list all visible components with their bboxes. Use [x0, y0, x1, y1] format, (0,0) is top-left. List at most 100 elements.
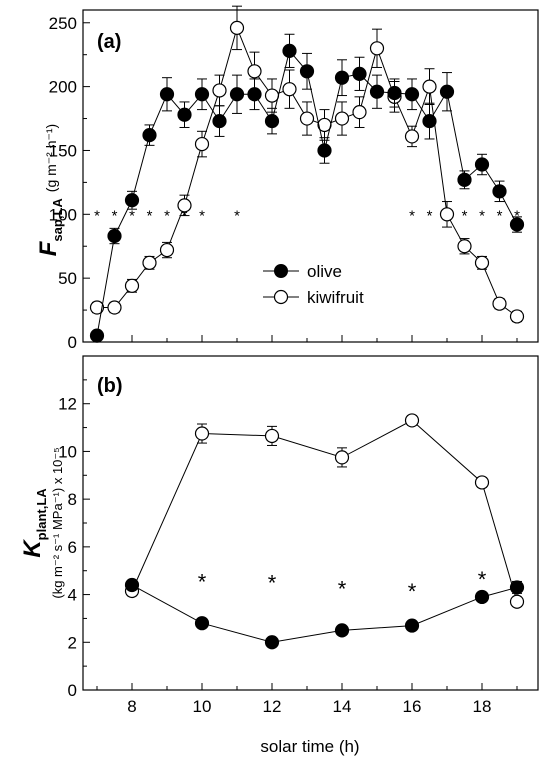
panel-b-significance-star: * [408, 579, 417, 604]
panel-a-olive-point [352, 66, 367, 81]
panel-a-olive-point [422, 113, 437, 129]
panel-b-kiwifruit-point [474, 475, 490, 490]
panel-a-kiwifruit-point [474, 255, 490, 270]
panel-b-olive-point [404, 618, 420, 633]
panel-b-ylabel: Kplant,LA [19, 488, 49, 558]
panel-b-significance-star: * [478, 567, 487, 592]
panel-a-ytick-label: 150 [49, 141, 77, 160]
panel-b-ytick-label: 6 [68, 538, 77, 557]
panel-a-ylabel-symbol: F [35, 240, 62, 256]
panel-a-kiwifruit-point [369, 41, 385, 56]
panel-b-xtick-label: 18 [473, 697, 492, 716]
panel-a-olive-point [369, 84, 385, 99]
panel-a-olive-point [404, 87, 420, 102]
panel-a-kiwifruit-point [89, 300, 105, 315]
panel-b-xtick-label: 14 [333, 697, 352, 716]
panel-a-significance-star: * [129, 208, 135, 225]
panel-a-olive-point [457, 172, 472, 187]
panel-b-ytick-label: 4 [68, 586, 77, 605]
panel-a-significance-star: * [497, 208, 503, 225]
panel-a-axes: 0 50 100 150 200 250 [49, 14, 518, 352]
panel-a-significance-star: * [112, 208, 118, 225]
panel-a-frame [82, 9, 539, 343]
panel-a-olive-point [212, 113, 227, 129]
panel-a-kiwifruit-point [492, 296, 507, 311]
panel-a-significance-star: * [409, 208, 415, 225]
panel-a-kiwifruit-point [439, 207, 455, 222]
panel-b-ytick-label: 10 [58, 442, 77, 461]
panel-a-significance-star: * [182, 208, 188, 225]
panel-b-olive-point [124, 577, 140, 593]
panel-b-kiwifruit-point [194, 426, 210, 441]
panel-a-kiwifruit-point [142, 255, 157, 270]
panel-b-olive-point [264, 635, 280, 650]
panel-b-ytick-label: 2 [68, 633, 77, 652]
panel-a-ytick-label: 50 [58, 269, 77, 288]
panel-b-significance-star: * [198, 569, 207, 594]
legend-kiwifruit-marker [273, 289, 289, 305]
panel-a-significance-star: * [514, 208, 520, 225]
panel-b-frame [82, 355, 539, 691]
panel-b-ylabel-units: (kg m⁻² s⁻¹ MPa⁻¹) x 10⁻⁵ [50, 447, 65, 598]
panel-a-olive-point [334, 70, 350, 85]
panel-a-olive-point [264, 113, 280, 129]
panel-a-kiwifruit-point [404, 129, 420, 144]
panel-a-kiwifruit-point [177, 198, 192, 213]
panel-b-ylabel-subscript: plant,LA [34, 488, 49, 541]
panel-a-olive-point [509, 217, 525, 232]
panel-a-significance: *************** [94, 208, 520, 225]
panel-b-xtick-label: 10 [193, 697, 212, 716]
panel-a-olive-point [89, 328, 105, 343]
panel-a-kiwifruit-point [107, 300, 122, 315]
panel-a-olive-point [107, 228, 122, 244]
panel-b-ytick-label: 8 [68, 490, 77, 509]
panel-a-kiwifruit-point [159, 242, 175, 258]
panel-a-significance-star: * [199, 208, 205, 225]
panel-a-significance-star: * [479, 208, 485, 225]
panel-a-significance-star: * [94, 208, 100, 225]
panel-a-olive-point [142, 128, 157, 143]
panel-a-olive-point [124, 193, 140, 208]
panel-a-series [89, 5, 525, 343]
panel-a-olive-point [474, 157, 490, 172]
panel-b-xtick-label: 8 [127, 697, 136, 716]
panel-a-ytick-label: 100 [49, 205, 77, 224]
legend-kiwifruit-label: kiwifruit [307, 288, 364, 307]
panel-a-kiwifruit-point [194, 136, 210, 152]
panel-b-olive-line [131, 584, 518, 643]
panel-b-axes: 0 2 4 6 8 10 12 8 10 12 14 16 18 [58, 379, 518, 716]
panel-b-label: (b) [97, 375, 123, 397]
panel-a-olive-point [282, 43, 297, 58]
panel-a-olive-point [177, 107, 192, 122]
panel-a-kiwifruit-point [509, 309, 525, 324]
panel-b-xtick-label: 12 [263, 697, 282, 716]
panel-a-kiwifruit-point [229, 20, 245, 35]
panel-a-significance-star: * [147, 208, 153, 225]
panel-b-xtick-label: 16 [403, 697, 422, 716]
panel-a-olive-point [229, 87, 245, 102]
panel-a-significance-star: * [234, 208, 240, 225]
panel-b-series [124, 413, 525, 650]
panel-a-olive-point [387, 85, 402, 101]
panel-b: (b) 0 2 4 6 8 10 12 8 10 12 14 16 18 * * * * * Kplant,LA… [19, 355, 539, 756]
panel-b-ytick-label: 0 [68, 681, 77, 700]
panel-a-kiwifruit-point [212, 83, 227, 98]
panel-b-olive-point [509, 580, 525, 595]
panel-b-significance: * * * * * [198, 567, 487, 604]
x-axis-label: solar time (h) [260, 737, 359, 756]
panel-b-kiwifruit-point [334, 450, 350, 465]
legend: olive kiwifruit [263, 262, 364, 307]
panel-a-olive-point [299, 64, 315, 79]
panel-a-significance-star: * [427, 208, 433, 225]
panel-b-significance-star: * [268, 571, 277, 596]
panel-b-ylabel-symbol: K [19, 539, 46, 558]
panel-a-kiwifruit-point [457, 239, 472, 254]
panel-a-kiwifruit-point [352, 105, 367, 120]
panel-a-significance-star: * [164, 208, 170, 225]
panel-b-olive-point [474, 589, 490, 605]
panel-a-kiwifruit-point [124, 278, 140, 293]
panel-a-significance-star: * [462, 208, 468, 225]
panel-b-kiwifruit-point [509, 594, 525, 609]
panel-a-kiwifruit-point [247, 64, 262, 79]
